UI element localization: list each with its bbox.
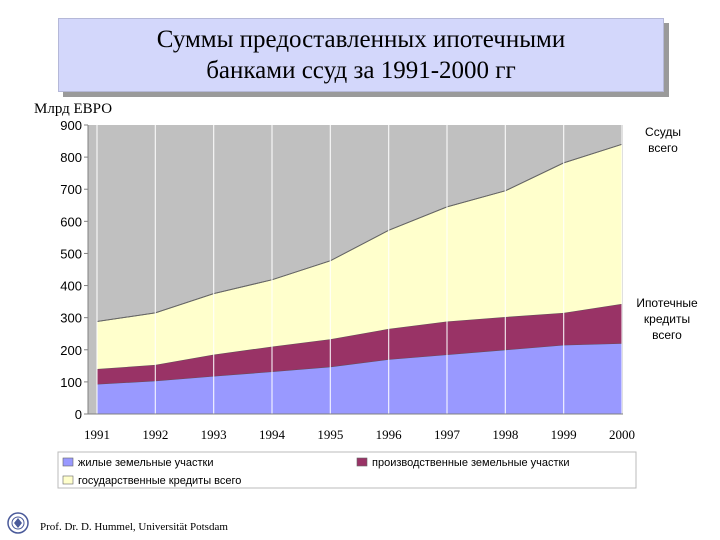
legend-label-2: производственные земельные участки	[372, 457, 570, 469]
x-tick-label-1994: 1994	[259, 427, 286, 442]
side-label-total-loans-line-1: Ссуды	[645, 125, 681, 139]
y-tick-label-200: 200	[60, 343, 82, 358]
y-tick-label-0: 0	[75, 407, 82, 422]
x-tick-label-1998: 1998	[492, 427, 518, 442]
y-tick-label-600: 600	[60, 214, 82, 229]
side-label-total-loans-line-2: всего	[648, 141, 678, 155]
y-tick-label-300: 300	[60, 311, 82, 326]
side-label-mortgage-line-1: Ипотечные	[636, 296, 698, 310]
x-tick-label-1996: 1996	[376, 427, 403, 442]
area-series-2	[97, 303, 622, 385]
x-tick-label-2000: 2000	[609, 427, 635, 442]
title-line-2: банками ссуд за 1991-2000 гг	[206, 57, 516, 84]
legend-box	[57, 451, 637, 489]
legend-swatch-3	[62, 475, 74, 485]
unit-label: Млрд ЕВРО	[34, 101, 113, 117]
y-tick-label-400: 400	[60, 279, 82, 294]
y-tick-label-500: 500	[60, 246, 82, 261]
chart-legend: жилые земельные участки производственные …	[57, 451, 637, 489]
legend-swatch-2	[356, 457, 368, 467]
side-label-total-loans: Ссуды всего	[628, 124, 698, 156]
y-tick-label-900: 900	[60, 118, 82, 133]
x-tick-label-1993: 1993	[201, 427, 227, 442]
legend-label-1: жилые земельные участки	[78, 457, 214, 469]
side-label-mortgage-line-3: всего	[652, 328, 682, 342]
footer-credit: Prof. Dr. D. Hummel, Universität Potsdam	[40, 521, 228, 533]
x-tick-label-1995: 1995	[317, 427, 343, 442]
title-line-1: Суммы предоставленных ипотечными	[156, 26, 566, 53]
area-series-3	[97, 144, 622, 369]
legend-label-3: государственные кредиты всего	[78, 475, 241, 487]
side-label-mortgage-line-2: кредиты	[643, 312, 691, 326]
x-tick-label-1999: 1999	[551, 427, 577, 442]
side-label-mortgage-credits: Ипотечные кредиты всего	[622, 295, 712, 343]
x-tick-label-1991: 1991	[84, 427, 110, 442]
y-tick-label-100: 100	[60, 375, 82, 390]
x-tick-label-1992: 1992	[142, 427, 168, 442]
legend-swatch-1	[62, 457, 74, 467]
area-series-1	[97, 343, 622, 414]
y-tick-label-800: 800	[60, 150, 82, 165]
x-tick-label-1997: 1997	[434, 427, 461, 442]
total-loans-line	[96, 143, 623, 322]
title-box: Суммы предоставленных ипотечными банками…	[58, 18, 664, 92]
university-seal-icon	[7, 512, 29, 534]
y-tick-label-700: 700	[60, 182, 82, 197]
